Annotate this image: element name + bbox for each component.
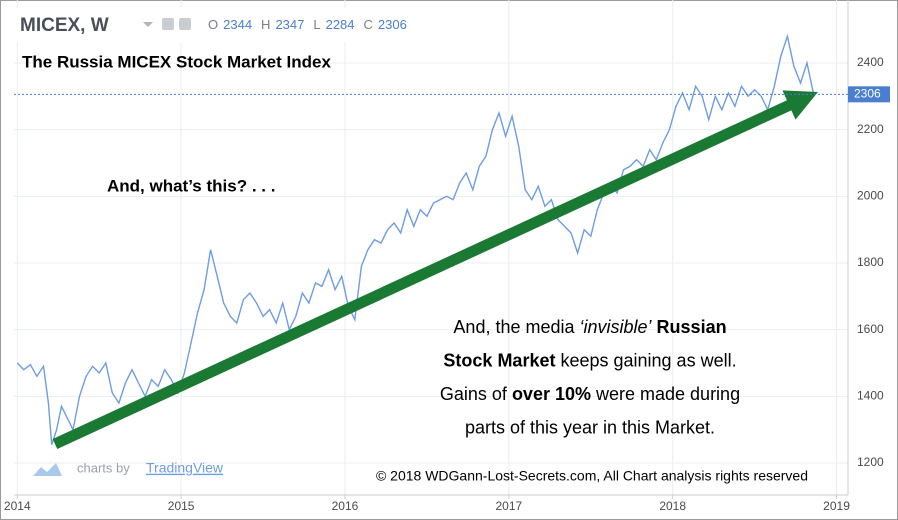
x-tick-label: 2014 (4, 499, 31, 513)
trend-arrow (52, 99, 795, 449)
price-line (16, 33, 815, 445)
annotation: And, what’s this? . . . (107, 176, 275, 195)
brand-logo (33, 463, 62, 476)
x-tick-label: 2016 (332, 499, 359, 513)
ohlc-value: 2344 (223, 17, 252, 32)
y-tick-label: 1400 (857, 389, 884, 403)
y-tick-label: 2200 (857, 122, 884, 136)
last-price-box (848, 86, 890, 103)
icon (162, 18, 174, 30)
annotation-run: And, the media (453, 317, 579, 337)
y-tick-label: 1800 (857, 255, 884, 269)
last-price-label: 2306 (854, 87, 881, 101)
chart-title: The Russia MICEX Stock Market Index (22, 52, 331, 71)
icon (179, 18, 191, 30)
annotation-run: Gains of (440, 384, 512, 404)
annotation-line: parts of this year in this Market. (465, 417, 715, 437)
annotation-paragraph: And, the media ‘invisible’ Russian Stock … (440, 317, 740, 438)
ohlc-label: O (208, 17, 218, 32)
annotation-line: And, the media ‘invisible’ Russian (453, 317, 726, 337)
trend-arrow-head (782, 90, 818, 120)
ohlc-label: H (261, 17, 270, 32)
copyright: © 2018 WDGann-Lost-Secrets.com, All Char… (376, 468, 808, 484)
dropdown-icon (143, 22, 153, 27)
y-tick-label: 2400 (857, 55, 884, 69)
annotation-line: Gains of over 10% were made during (440, 384, 740, 404)
annotation-run: Russian (652, 317, 727, 337)
annotation-run: parts of this year in this Market. (465, 417, 715, 437)
x-tick-label: 2015 (168, 499, 195, 513)
x-tick-label: 2018 (659, 499, 686, 513)
credit: charts by (77, 460, 130, 475)
y-tick-label: 1600 (857, 322, 884, 336)
annotation-run: were made during (591, 384, 740, 404)
ohlc-value: 2347 (275, 17, 304, 32)
annotation-run: over 10% (512, 384, 591, 404)
annotation-run: ‘invisible’ (580, 317, 653, 337)
header-box (8, 8, 438, 42)
x-tick-label: 2017 (495, 499, 522, 513)
y-tick-label: 1200 (857, 455, 884, 469)
x-tick-label: 2019 (823, 499, 850, 513)
ohlc-label: C (364, 17, 373, 32)
ohlc-label: L (313, 17, 320, 32)
annotation-line: Stock Market keeps gaining as well. (443, 350, 736, 370)
annotation-run: Stock Market (443, 350, 555, 370)
ohlc: O 2344 H 2347 L 2284 C 2306 (208, 17, 407, 32)
ohlc-value: 2284 (326, 17, 355, 32)
plot (16, 33, 815, 445)
y-tick-label: 2000 (857, 189, 884, 203)
credit-brand[interactable]: TradingView (146, 460, 224, 476)
ohlc-value: 2306 (378, 17, 407, 32)
annotation-run: keeps gaining as well. (555, 350, 736, 370)
symbol: MICEX, W (20, 15, 109, 36)
ohlc-values: O 2344 H 2347 L 2284 C 2306 (208, 17, 407, 32)
